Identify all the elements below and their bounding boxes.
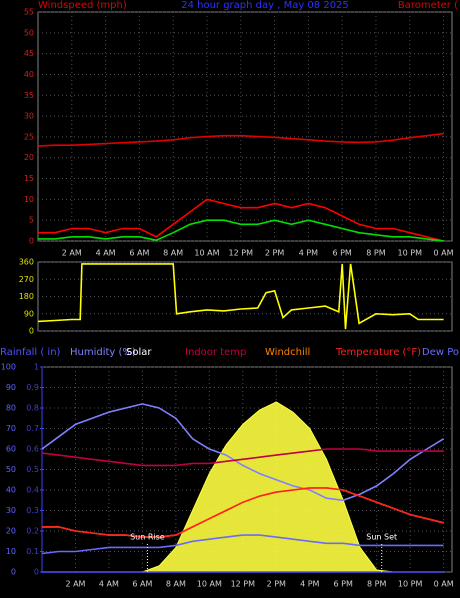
y-tick-label: 180 <box>19 292 34 301</box>
series-line <box>42 401 444 573</box>
plot-frame <box>37 261 453 332</box>
x-tick-label: 2 AM <box>62 249 82 258</box>
y-tick-label: 50 <box>6 465 16 474</box>
y-tick-label: 40 <box>24 70 34 79</box>
chart-title: 24 hour graph day , May 08 2025 <box>181 0 349 11</box>
y2-tick-label: 0 <box>34 568 39 577</box>
x-tick-label: 4 PM <box>299 249 318 258</box>
x-tick-label: 2 PM <box>267 580 286 589</box>
right-axis-label: Barometer ( <box>398 0 458 11</box>
y2-tick-label: 0.7 <box>26 424 39 433</box>
series-line <box>38 219 444 242</box>
y2-tick-label: 0.3 <box>26 506 39 515</box>
y-tick-label: 20 <box>6 527 16 536</box>
y-tick-label: 35 <box>24 91 34 100</box>
x-tick-label: 8 AM <box>166 580 186 589</box>
annotation: Sun Set <box>366 533 397 542</box>
series-line <box>42 487 444 538</box>
y-tick-label: 50 <box>24 28 34 37</box>
y2-tick-label: 0.4 <box>26 486 39 495</box>
y-tick-label: 15 <box>24 174 34 183</box>
y2-tick-label: 0.1 <box>26 547 39 556</box>
y-tick-label: 90 <box>6 383 16 392</box>
y-tick-label: 5 <box>29 216 34 225</box>
legend-entry: Humidity (%) <box>70 347 136 358</box>
series-line <box>37 132 444 147</box>
x-tick-label: 8 AM <box>163 249 183 258</box>
x-tick-label: 8 PM <box>367 580 386 589</box>
y-tick-label: 30 <box>24 112 34 121</box>
legend-entry: Windchill <box>265 347 310 358</box>
x-tick-label: 12 PM <box>229 249 254 258</box>
x-tick-label: 10 AM <box>197 580 222 589</box>
x-tick-label: 6 AM <box>129 249 149 258</box>
y-tick-label: 80 <box>6 404 16 413</box>
y2-tick-label: 0.6 <box>26 445 39 454</box>
legend-entry: Rainfall ( in) <box>0 347 61 358</box>
x-tick-label: 6 PM <box>332 249 351 258</box>
x-tick-label: 10 PM <box>398 249 423 258</box>
y2-tick-label: 1 <box>34 363 39 372</box>
legend-entry: Indoor temp <box>185 347 246 358</box>
x-tick-label: 6 AM <box>132 580 152 589</box>
y-tick-label: 10 <box>24 195 34 204</box>
y-tick-label: 25 <box>24 132 34 141</box>
plot-frame <box>37 11 453 242</box>
y2-tick-label: 0.5 <box>26 465 39 474</box>
y2-tick-label: 0.8 <box>26 404 39 413</box>
y-tick-label: 30 <box>6 506 16 515</box>
x-tick-label: 8 PM <box>366 249 385 258</box>
x-tick-label: 6 PM <box>334 580 353 589</box>
legend-entry: Dew Po <box>422 347 459 358</box>
y-tick-label: 90 <box>24 309 34 318</box>
annotation: Sun Rise <box>130 533 165 542</box>
series-line <box>37 263 444 330</box>
x-tick-label: 4 AM <box>96 249 116 258</box>
x-tick-label: 10 AM <box>194 249 219 258</box>
x-tick-label: 10 PM <box>398 580 423 589</box>
y-tick-label: 60 <box>6 445 16 454</box>
y-tick-label: 360 <box>19 258 34 267</box>
y-tick-label: 0 <box>29 327 34 336</box>
x-tick-label: 4 AM <box>99 580 119 589</box>
series-line <box>41 534 444 555</box>
x-tick-label: 2 AM <box>65 580 85 589</box>
legend-entry: Temperature (°F) <box>335 347 421 358</box>
y-tick-label: 40 <box>6 486 16 495</box>
y2-tick-label: 0.9 <box>26 383 39 392</box>
y-tick-label: 70 <box>6 424 16 433</box>
y-tick-label: 100 <box>1 363 16 372</box>
x-tick-label: 2 PM <box>265 249 284 258</box>
y-tick-label: 270 <box>19 275 34 284</box>
y-tick-label: 0 <box>29 237 34 246</box>
y2-tick-label: 0.2 <box>26 527 39 536</box>
y-tick-label: 55 <box>24 8 34 17</box>
series-line <box>41 448 444 467</box>
x-tick-label: 4 PM <box>300 580 319 589</box>
y-tick-label: 45 <box>24 49 34 58</box>
x-tick-label: 12 PM <box>231 580 256 589</box>
y-tick-label: 20 <box>24 153 34 162</box>
x-tick-label: 0 AM <box>434 249 454 258</box>
legend-entry: Solar <box>126 347 152 358</box>
y-tick-label: 0 <box>11 568 16 577</box>
series-line <box>38 198 444 242</box>
y-tick-label: 10 <box>6 547 16 556</box>
left-axis-label: Windspeed (mph) <box>38 0 127 11</box>
x-tick-label: 0 AM <box>434 580 454 589</box>
series-line <box>41 403 445 502</box>
